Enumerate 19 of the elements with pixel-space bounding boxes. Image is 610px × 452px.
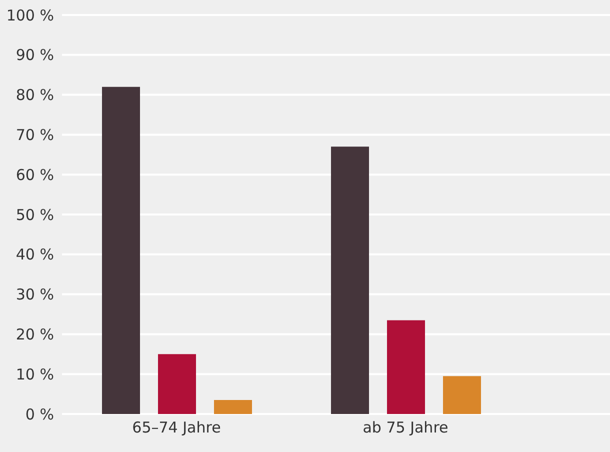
bar xyxy=(443,376,481,414)
y-tick-label: 50 % xyxy=(16,206,54,224)
y-tick-label: 60 % xyxy=(16,166,54,184)
bar xyxy=(387,320,425,414)
bar xyxy=(158,354,196,414)
y-tick-label: 80 % xyxy=(16,86,54,104)
y-tick-label: 10 % xyxy=(16,365,54,384)
y-tick-label: 0 % xyxy=(25,405,54,424)
bar xyxy=(214,400,252,414)
y-tick-label: 20 % xyxy=(16,326,54,344)
x-tick-label: ab 75 Jahre xyxy=(362,418,448,437)
bar xyxy=(331,146,369,414)
y-tick-label: 30 % xyxy=(16,286,54,304)
y-tick-label: 90 % xyxy=(16,46,54,64)
y-tick-label: 40 % xyxy=(16,246,54,264)
x-tick-label: 65–74 Jahre xyxy=(132,418,221,437)
bar xyxy=(102,86,140,414)
y-tick-label: 100 % xyxy=(6,6,54,24)
y-tick-label: 70 % xyxy=(16,126,54,144)
